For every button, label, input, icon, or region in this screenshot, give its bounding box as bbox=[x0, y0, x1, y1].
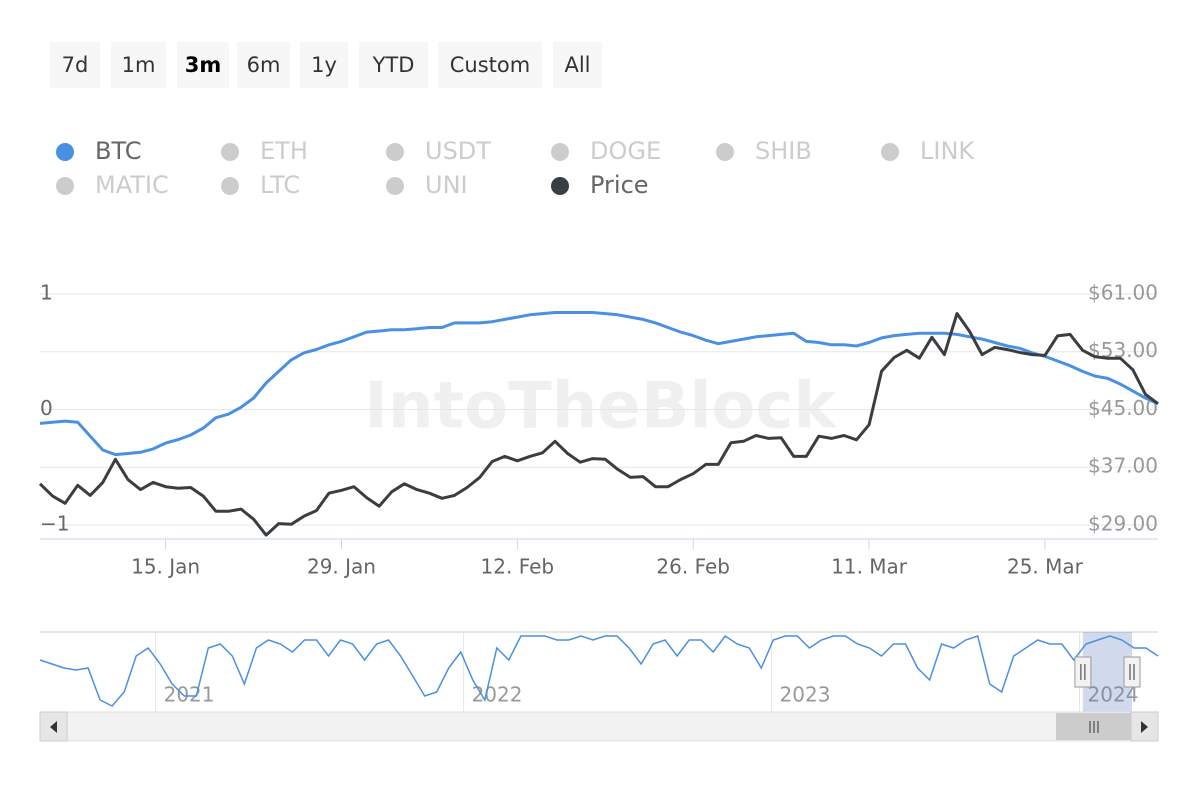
legend-item[interactable]: MATIC bbox=[56, 171, 169, 199]
navigator-handle[interactable] bbox=[1123, 656, 1141, 688]
legend-item[interactable]: Price bbox=[551, 171, 649, 199]
navigator-tick-label: 2022 bbox=[472, 683, 523, 707]
x-tick-label: 15. Jan bbox=[131, 555, 200, 579]
navigator-tick-label: 2023 bbox=[780, 683, 831, 707]
legend-item[interactable]: LINK bbox=[881, 137, 975, 165]
legend-item[interactable]: BTC bbox=[56, 137, 141, 165]
range-button[interactable]: 6m bbox=[237, 42, 290, 88]
legend-label[interactable]: MATIC bbox=[95, 171, 169, 199]
button-label[interactable]: YTD bbox=[372, 53, 415, 77]
button-bg[interactable] bbox=[359, 42, 428, 88]
button-bg[interactable] bbox=[50, 42, 100, 88]
arrow-left bbox=[50, 721, 57, 733]
range-button[interactable]: Custom bbox=[438, 42, 542, 88]
y2-tick-label: $37.00 bbox=[1088, 454, 1158, 478]
button-bg[interactable] bbox=[177, 42, 229, 88]
button-bg[interactable] bbox=[300, 42, 348, 88]
button-label[interactable]: 7d bbox=[62, 53, 89, 77]
button-label[interactable]: All bbox=[564, 53, 590, 77]
scrollbar-track[interactable] bbox=[39, 711, 1159, 742]
thumb-grip bbox=[1089, 721, 1099, 733]
legend-item[interactable]: LTC bbox=[221, 171, 300, 199]
legend-symbol[interactable] bbox=[56, 177, 74, 195]
y-tick-label: 0 bbox=[40, 396, 53, 420]
button-label[interactable]: 3m bbox=[185, 53, 222, 77]
legend-symbol[interactable] bbox=[221, 143, 239, 161]
legend-label[interactable]: DOGE bbox=[590, 137, 661, 165]
navigator: 2021202220232024 bbox=[39, 631, 1159, 712]
legend-item[interactable]: USDT bbox=[386, 137, 491, 165]
legend-symbol[interactable] bbox=[56, 143, 74, 161]
legend-label[interactable]: LTC bbox=[260, 171, 300, 199]
range-button[interactable]: 1y bbox=[300, 42, 348, 88]
button-label[interactable]: 1y bbox=[311, 53, 337, 77]
y-tick-label: 1 bbox=[40, 281, 53, 305]
legend-symbol[interactable] bbox=[881, 143, 899, 161]
legend-item[interactable]: ETH bbox=[221, 137, 308, 165]
button-bg[interactable] bbox=[237, 42, 290, 88]
range-button[interactable]: YTD bbox=[359, 42, 428, 88]
watermark: IntoTheBlock bbox=[364, 370, 837, 444]
handle-grip bbox=[1080, 664, 1086, 680]
legend-symbol[interactable] bbox=[551, 143, 569, 161]
x-tick-label: 11. Mar bbox=[831, 555, 908, 579]
legend-label[interactable]: UNI bbox=[425, 171, 468, 199]
legend-symbol[interactable] bbox=[551, 177, 569, 195]
range-button[interactable]: 7d bbox=[50, 42, 100, 88]
legend-label[interactable]: USDT bbox=[425, 137, 491, 165]
button-label[interactable]: 6m bbox=[247, 53, 281, 77]
arrow-right bbox=[1141, 721, 1148, 733]
button-bg[interactable] bbox=[438, 42, 542, 88]
legend-symbol[interactable] bbox=[716, 143, 734, 161]
y-tick-label: −1 bbox=[40, 512, 69, 536]
legend-item[interactable]: DOGE bbox=[551, 137, 661, 165]
legend-label[interactable]: LINK bbox=[920, 137, 975, 165]
legend-symbol[interactable] bbox=[221, 177, 239, 195]
range-button[interactable]: 1m bbox=[111, 42, 166, 88]
legend-label[interactable]: ETH bbox=[260, 137, 308, 165]
range-button[interactable]: 3m bbox=[177, 42, 229, 88]
y2-tick-label: $29.00 bbox=[1088, 511, 1158, 535]
legend-symbol[interactable] bbox=[386, 143, 404, 161]
navigator-handle[interactable] bbox=[1074, 656, 1092, 688]
x-tick-label: 29. Jan bbox=[307, 555, 376, 579]
series-line bbox=[38, 312, 1159, 537]
legend-label[interactable]: BTC bbox=[95, 137, 141, 165]
legend-item[interactable]: SHIB bbox=[716, 137, 812, 165]
y2-tick-label: $61.00 bbox=[1088, 281, 1158, 305]
range-button[interactable]: All bbox=[553, 42, 602, 88]
button-bg[interactable] bbox=[553, 42, 602, 88]
legend-item[interactable]: UNI bbox=[386, 171, 468, 199]
navigator-line bbox=[39, 634, 1159, 707]
button-label[interactable]: Custom bbox=[450, 53, 530, 77]
legend-label[interactable]: Price bbox=[590, 171, 649, 199]
navigator-tick-label: 2021 bbox=[164, 683, 215, 707]
x-tick-label: 12. Feb bbox=[481, 555, 555, 579]
handle-grip bbox=[1129, 664, 1135, 680]
legend-symbol[interactable] bbox=[386, 177, 404, 195]
button-bg[interactable] bbox=[111, 42, 166, 88]
x-tick-label: 26. Feb bbox=[656, 555, 730, 579]
button-label[interactable]: 1m bbox=[122, 53, 156, 77]
x-tick-label: 25. Mar bbox=[1007, 555, 1084, 579]
legend-label[interactable]: SHIB bbox=[755, 137, 812, 165]
